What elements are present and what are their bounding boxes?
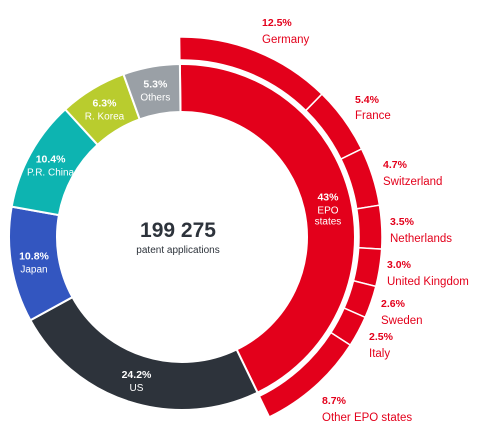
slice-label-epo-states-1: states xyxy=(315,216,342,227)
slice-pct-us: 24.2% xyxy=(122,369,152,381)
slice-pct-epo-states: 43% xyxy=(317,191,339,203)
slice-pct-japan: 10.8% xyxy=(19,250,49,262)
total-value: 199 275 xyxy=(140,219,216,242)
epo-pct-italy: 2.5% xyxy=(369,331,394,343)
slice-label-japan: Japan xyxy=(20,264,47,275)
slice-label-us: US xyxy=(130,383,144,394)
total-label: patent applications xyxy=(136,245,219,256)
slice-epo-states xyxy=(178,63,356,394)
epo-pct-france: 5.4% xyxy=(355,94,380,106)
epo-pct-germany: 12.5% xyxy=(262,17,292,29)
epo-label-united-kingdom: United Kingdom xyxy=(387,276,469,288)
outer-labels: 12.5% Germany 5.4% France 4.7% Switzerland 3.5… xyxy=(262,17,469,424)
epo-pct-united-kingdom: 3.0% xyxy=(387,259,412,271)
slice-pct-r-korea: 6.3% xyxy=(93,98,118,110)
epo-label-germany: Germany xyxy=(262,34,310,46)
slice-pct-others: 5.3% xyxy=(143,78,168,90)
epo-pct-switzerland: 4.7% xyxy=(383,159,408,171)
slice-label-r-korea: R. Korea xyxy=(85,112,125,123)
epo-segment-other-epo-states xyxy=(258,331,352,418)
epo-label-france: France xyxy=(355,110,391,122)
epo-pct-netherlands: 3.5% xyxy=(390,216,415,228)
epo-label-switzerland: Switzerland xyxy=(383,176,442,188)
epo-pct-sweden: 2.6% xyxy=(381,298,406,310)
epo-pct-other-epo-states: 8.7% xyxy=(322,395,347,407)
slice-pct-p-r-china: 10.4% xyxy=(36,154,66,166)
epo-label-italy: Italy xyxy=(369,348,390,360)
slice-label-p-r-china: P.R. China xyxy=(27,168,75,179)
epo-label-other-epo-states: Other EPO states xyxy=(322,412,412,424)
inner-ring xyxy=(8,63,356,411)
outer-ring xyxy=(178,36,383,418)
slice-label-others: Others xyxy=(140,92,170,103)
slice-label-epo-states: EPO xyxy=(317,205,338,216)
epo-segment-netherlands xyxy=(355,204,383,250)
epo-segment-united-kingdom xyxy=(352,246,383,288)
epo-label-netherlands: Netherlands xyxy=(390,233,452,245)
slice-us xyxy=(29,295,259,411)
slice-others xyxy=(122,63,182,121)
epo-label-sweden: Sweden xyxy=(381,315,423,327)
center-total: 199 275 patent applications xyxy=(136,219,219,256)
